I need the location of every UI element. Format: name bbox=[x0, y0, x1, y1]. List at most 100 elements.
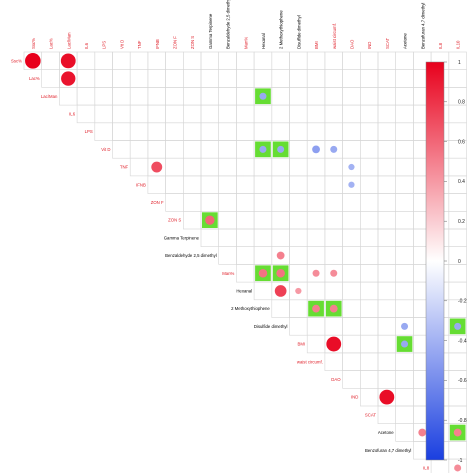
colorbar-tick-label: -0.8 bbox=[458, 418, 467, 424]
column-label-acetone: Acetone bbox=[403, 33, 408, 49]
grid-cell bbox=[324, 193, 343, 212]
column-label-zon-f: ZON F bbox=[172, 36, 177, 49]
correlation-circle-il8-il10 bbox=[454, 464, 462, 472]
grid-cell bbox=[395, 69, 414, 88]
grid-cell bbox=[147, 122, 166, 141]
grid-cell bbox=[342, 228, 361, 248]
grid-cell bbox=[129, 51, 149, 71]
correlation-circle-zon-s-gamma-terpinene bbox=[205, 215, 215, 225]
grid-cell bbox=[359, 387, 379, 407]
grid-cell bbox=[324, 87, 343, 106]
column-label-2-methoxythiophene: 2 Methoxythiophene bbox=[279, 10, 284, 49]
colorbar-scale bbox=[425, 61, 445, 461]
grid-cell bbox=[377, 228, 397, 248]
colorbar-tick-label: -0.4 bbox=[458, 338, 467, 344]
correlation-circle-lac-lac-man bbox=[61, 71, 76, 86]
correlation-circle-ssc-ssc bbox=[25, 53, 41, 69]
correlation-circle-man-hexanal bbox=[258, 268, 268, 278]
grid-cell bbox=[112, 51, 131, 71]
grid-cell bbox=[448, 281, 467, 301]
grid-cell bbox=[324, 211, 343, 230]
column-label-zon-s: ZON S bbox=[190, 36, 195, 49]
grid-cell bbox=[218, 122, 237, 141]
colorbar-tick-label: -0.2 bbox=[458, 299, 467, 305]
grid-cell bbox=[236, 51, 255, 71]
row-label-ssc: Ssc% bbox=[11, 58, 22, 63]
column-label-ssc: Ssc% bbox=[31, 38, 36, 49]
grid-cell bbox=[271, 193, 290, 212]
grid-cell bbox=[289, 246, 308, 265]
grid-cell bbox=[165, 104, 184, 124]
grid-cell bbox=[253, 51, 273, 71]
correlation-grid bbox=[23, 51, 467, 473]
grid-cell bbox=[76, 69, 96, 88]
grid-cell bbox=[218, 193, 237, 212]
column-label-dao: DAO bbox=[349, 39, 354, 49]
grid-cell bbox=[342, 352, 361, 371]
grid-cell bbox=[342, 69, 361, 88]
grid-cell bbox=[218, 228, 237, 248]
grid-cell bbox=[395, 104, 414, 124]
grid-cell bbox=[94, 122, 113, 141]
grid-cell bbox=[395, 370, 414, 389]
grid-cell bbox=[183, 51, 202, 71]
grid-cell bbox=[342, 317, 361, 336]
column-label-disulfide-dimethyl: Disulfide dimethyl bbox=[296, 15, 301, 49]
column-label-lac: Lac% bbox=[49, 38, 54, 49]
row-label-man: Man% bbox=[222, 271, 234, 276]
column-label-man: Man% bbox=[243, 37, 248, 49]
grid-cell bbox=[448, 228, 467, 248]
grid-cell bbox=[253, 246, 273, 265]
grid-cell bbox=[306, 211, 326, 230]
grid-cell bbox=[395, 51, 414, 71]
grid-cell bbox=[129, 140, 149, 159]
grid-cell bbox=[183, 87, 202, 106]
grid-cell bbox=[76, 104, 96, 124]
row-label-scat: SCAT bbox=[365, 412, 377, 417]
grid-cell bbox=[289, 264, 308, 283]
grid-cell bbox=[165, 140, 184, 159]
grid-cell bbox=[236, 140, 255, 159]
grid-cell bbox=[306, 51, 326, 71]
grid-cell bbox=[129, 122, 149, 141]
grid-cell bbox=[342, 299, 361, 318]
grid-cell bbox=[200, 228, 220, 248]
grid-cell bbox=[395, 157, 414, 177]
grid-cell bbox=[271, 104, 290, 124]
grid-cell bbox=[236, 87, 255, 106]
grid-cell bbox=[342, 193, 361, 212]
grid-cell bbox=[395, 228, 414, 248]
grid-cell bbox=[147, 175, 166, 194]
grid-cell bbox=[359, 87, 379, 106]
grid-cell bbox=[324, 317, 343, 336]
grid-cell bbox=[200, 157, 220, 177]
grid-cell bbox=[395, 387, 414, 407]
row-label-acetone: Acetone bbox=[378, 430, 394, 435]
grid-cell bbox=[94, 69, 113, 88]
grid-cell bbox=[448, 458, 467, 473]
grid-cell bbox=[306, 334, 326, 354]
grid-cell bbox=[359, 157, 379, 177]
column-label-tnf: TNF bbox=[137, 40, 142, 49]
correlation-circle-ind-scat bbox=[379, 389, 395, 405]
grid-cell bbox=[129, 69, 149, 88]
row-label-2-methoxythiophene: 2 Methoxythiophene bbox=[231, 306, 270, 311]
grid-cell bbox=[359, 281, 379, 301]
column-label-il10: IL10 bbox=[456, 40, 461, 49]
grid-cell bbox=[94, 87, 113, 106]
grid-cell bbox=[94, 104, 113, 124]
grid-cell bbox=[395, 246, 414, 265]
row-label-lac-man: Lac/Man bbox=[41, 94, 58, 99]
grid-cell bbox=[430, 458, 450, 473]
column-label-bmi: BMI bbox=[314, 41, 319, 49]
grid-cell bbox=[289, 175, 308, 194]
column-label-ind: IND bbox=[367, 42, 372, 49]
grid-cell bbox=[377, 104, 397, 124]
grid-cell bbox=[271, 51, 290, 71]
grid-cell bbox=[377, 405, 397, 425]
grid-cell bbox=[112, 140, 131, 159]
grid-cell bbox=[289, 122, 308, 141]
grid-cell bbox=[359, 228, 379, 248]
grid-cell bbox=[377, 264, 397, 283]
correlation-circle-bmi-waist-circumf bbox=[326, 336, 342, 352]
